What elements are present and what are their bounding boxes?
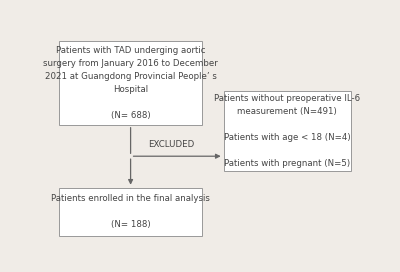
FancyBboxPatch shape: [224, 91, 351, 171]
Text: EXCLUDED: EXCLUDED: [148, 140, 194, 149]
Text: Patients without preoperative IL-6
measurement (N=491)

Patients with age < 18 (: Patients without preoperative IL-6 measu…: [214, 94, 360, 168]
Text: Patients enrolled in the final analysis

(N= 188): Patients enrolled in the final analysis …: [51, 194, 210, 229]
FancyBboxPatch shape: [59, 188, 202, 236]
Text: Patients with TAD underging aortic
surgery from January 2016 to December
2021 at: Patients with TAD underging aortic surge…: [43, 46, 218, 119]
FancyBboxPatch shape: [59, 41, 202, 125]
